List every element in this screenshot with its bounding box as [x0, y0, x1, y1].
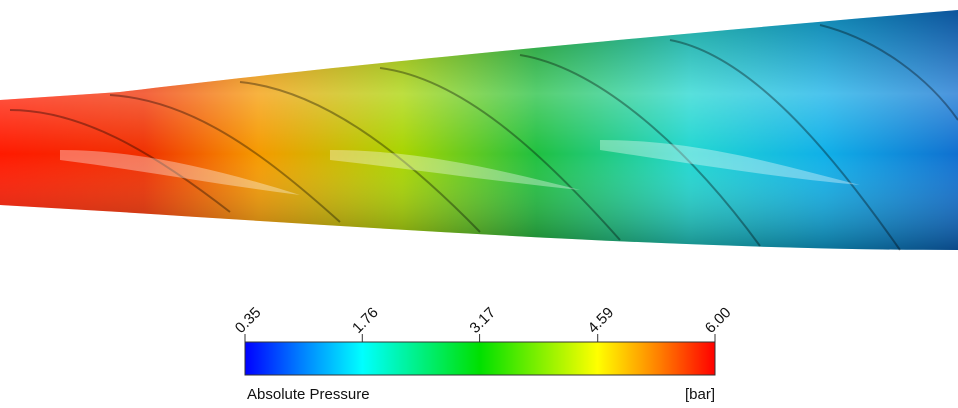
colorbar: Absolute Pressure [bar] 0.35 1.76 3.17 4.59…: [232, 304, 735, 403]
rotor-lobes: [9, 24, 958, 251]
rotor: [0, 10, 958, 251]
tick-label: 1.76: [349, 304, 382, 337]
rotor-shading: [0, 10, 958, 250]
tick-label: 4.59: [585, 304, 618, 337]
colorbar-gradient: [244, 341, 716, 376]
rotor-highlights: [60, 140, 860, 195]
colorbar-unit: [bar]: [685, 386, 715, 403]
tick-label: 6.00: [702, 304, 735, 337]
tick-label: 0.35: [232, 304, 265, 337]
colorbar-title: Absolute Pressure: [247, 386, 370, 403]
tick-label: 3.17: [466, 304, 499, 337]
